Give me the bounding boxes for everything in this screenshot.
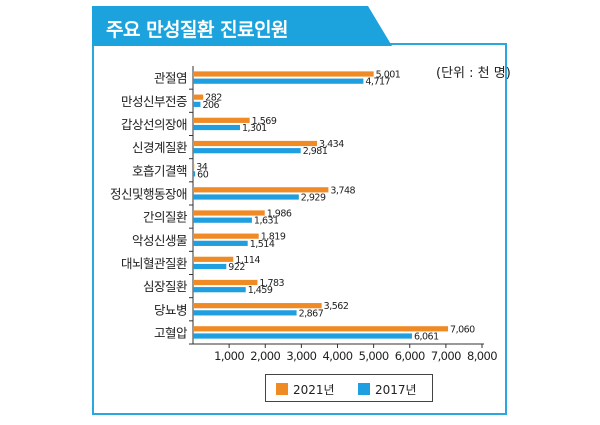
category-label: 호흡기결핵 (132, 163, 187, 178)
legend-swatch-2021 (276, 383, 288, 395)
bar-2017 (193, 171, 196, 177)
category-label: 당뇨병 (154, 302, 187, 317)
category-label: 심장질환 (143, 279, 188, 294)
bar-2017 (193, 148, 301, 154)
x-tick-label: 3,000 (286, 349, 316, 363)
category-label: 간의질환 (143, 210, 188, 225)
bar-2021 (193, 256, 234, 262)
x-tick-label: 2,000 (250, 349, 280, 363)
bar-2017 (193, 240, 248, 246)
x-tick-label: 6,000 (395, 349, 425, 363)
bar-2021 (193, 94, 204, 100)
chart-frame (92, 43, 507, 415)
data-label-2017: 1,301 (242, 123, 267, 134)
data-label-2017: 1,631 (254, 216, 279, 227)
data-label-2021: 7,060 (450, 324, 475, 335)
data-label-2021: 3,748 (330, 185, 355, 196)
data-label-2021: 1,986 (267, 208, 292, 219)
bar-2021 (193, 279, 258, 286)
bar-2017 (193, 78, 364, 84)
data-label-2021: 1,114 (235, 255, 260, 266)
chart-title: 주요 만성질환 진료인원 (106, 19, 289, 41)
bar-2021 (193, 117, 250, 123)
title-banner: 주요 만성질환 진료인원 (92, 6, 392, 46)
data-label-2017: 922 (228, 262, 245, 273)
unit-label: (단위 : 천 명) (436, 66, 511, 81)
bar-2021 (193, 140, 318, 147)
data-label-2017: 60 (197, 169, 209, 180)
data-label-2017: 1,459 (248, 285, 273, 296)
bar-2017 (193, 287, 246, 293)
legend-swatch-2017 (358, 383, 370, 395)
bar-2021 (193, 303, 322, 309)
bar-2021 (193, 233, 259, 239)
category-label: 신경계질환 (132, 140, 188, 155)
x-tick-label: 4,000 (323, 349, 353, 363)
legend-label-2021: 2021년 (293, 383, 335, 397)
legend: 2021년 2017년 (265, 374, 433, 402)
data-label-2017: 2,929 (301, 193, 326, 204)
data-label-2017: 6,061 (414, 332, 439, 343)
bar-2021 (193, 210, 265, 216)
bar-2021 (193, 187, 329, 193)
bar-2017 (193, 263, 227, 270)
data-label-2021: 3,434 (319, 139, 344, 150)
x-tick-label: 8,000 (467, 349, 497, 363)
bar-2021 (193, 164, 195, 170)
category-label: 고혈압 (154, 325, 188, 340)
bar-2017 (193, 217, 252, 223)
data-label-2017: 1,514 (250, 239, 275, 250)
bar-2017 (193, 310, 297, 316)
category-label: 만성신부전증 (121, 94, 187, 109)
data-label-2021: 3,562 (324, 301, 349, 312)
data-label-2017: 4,717 (365, 77, 390, 88)
bar-2021 (193, 71, 374, 77)
category-label: 악성신생물 (132, 233, 187, 248)
category-label: 대뇌혈관질환 (121, 256, 188, 271)
legend-label-2017: 2017년 (375, 383, 417, 397)
data-label-2021: 1,819 (261, 232, 286, 243)
data-label-2021: 5,001 (376, 69, 401, 80)
x-tick-label: 5,000 (359, 349, 389, 363)
data-label-2021: 1,783 (259, 278, 284, 289)
data-label-2017: 2,981 (303, 146, 328, 157)
data-label-2021: 34 (196, 162, 208, 173)
data-label-2021: 282 (205, 93, 222, 104)
x-tick-label: 1,000 (214, 349, 244, 363)
category-label: 관절염 (154, 71, 187, 86)
bar-2017 (193, 333, 412, 339)
x-tick-label: 7,000 (431, 349, 461, 363)
category-label: 갑상선의장애 (121, 117, 187, 132)
bar-2021 (193, 326, 449, 332)
data-label-2021: 1,569 (252, 116, 277, 127)
data-label-2017: 2,867 (299, 308, 324, 319)
data-label-2017: 206 (202, 100, 219, 111)
category-label: 정신및행동장애 (110, 186, 187, 201)
bar-2017 (193, 194, 299, 200)
bar-2017 (193, 101, 201, 107)
bar-2017 (193, 124, 240, 131)
